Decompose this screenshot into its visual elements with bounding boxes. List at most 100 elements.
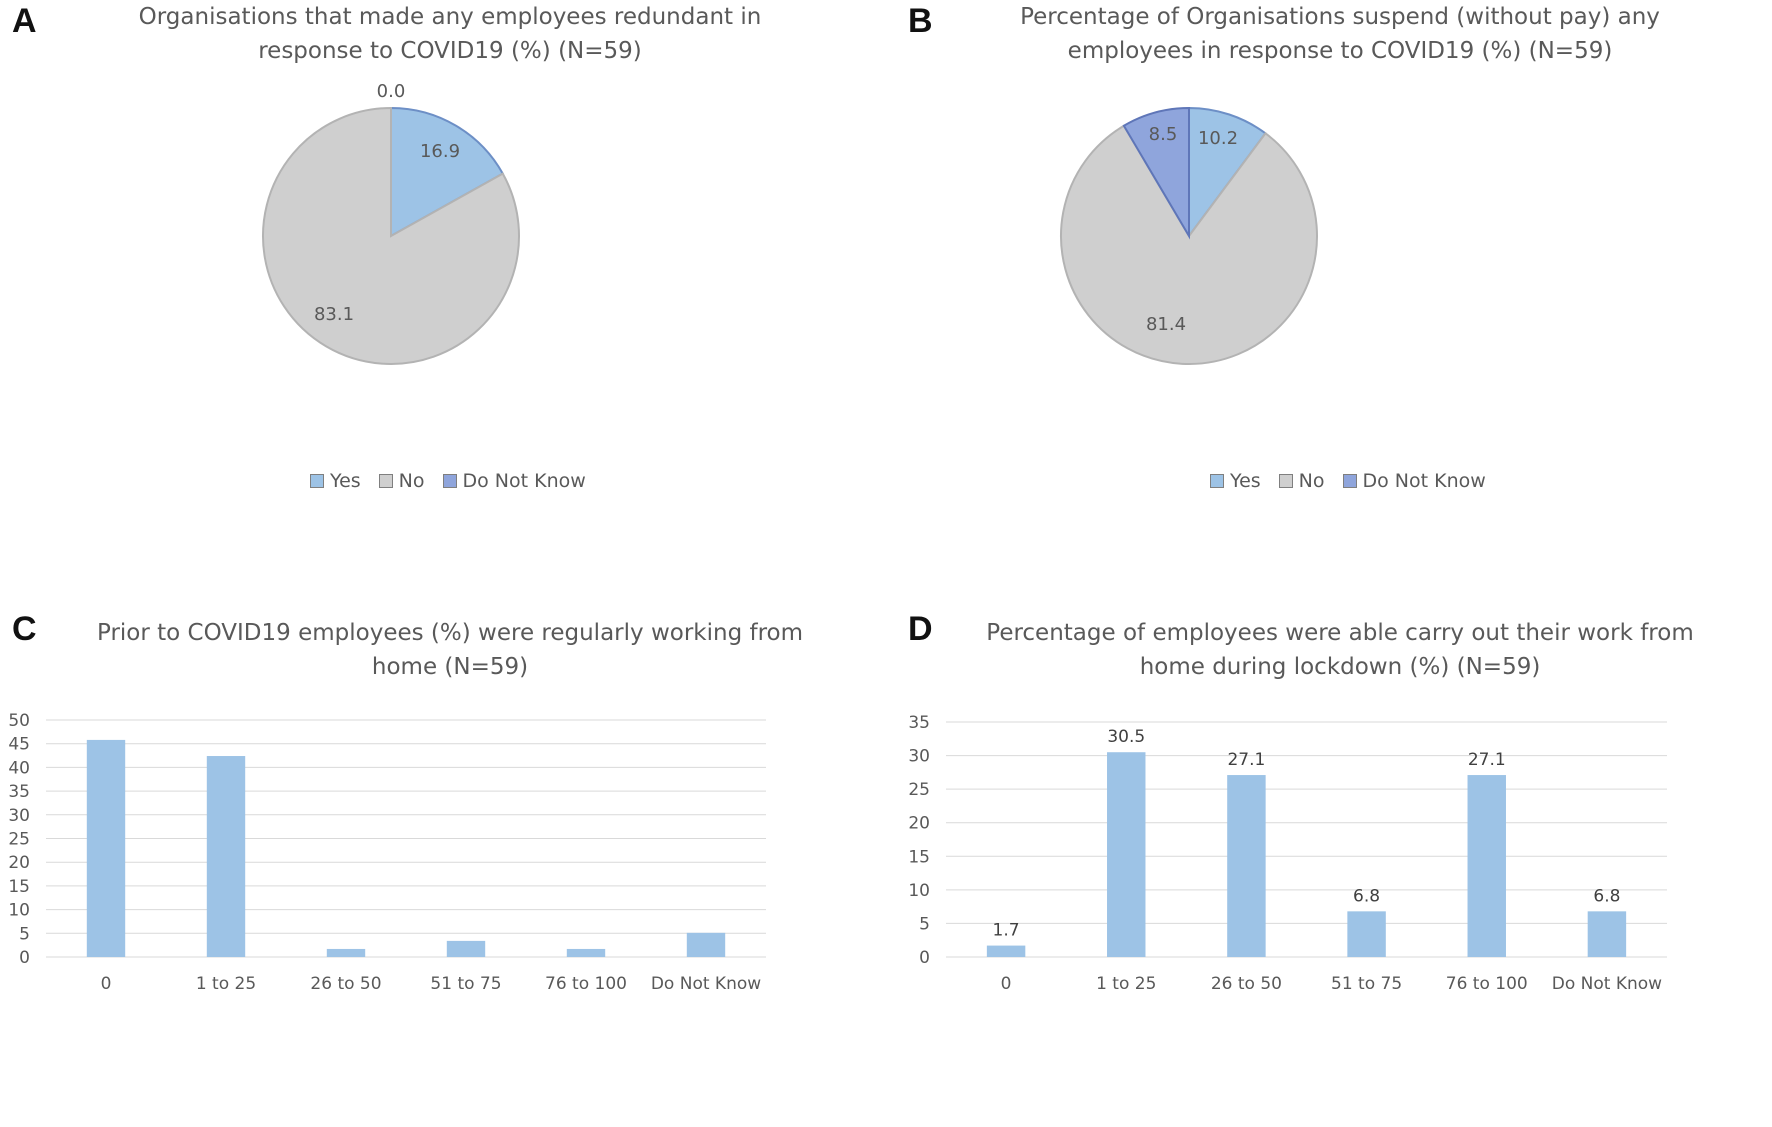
legend-swatch-yes — [310, 474, 324, 488]
chart-title-c-line2: home (N=59) — [371, 654, 529, 680]
legend-item-dnk: Do Not Know — [442, 470, 586, 492]
y-tick-label: 0 — [919, 948, 930, 968]
y-tick-label: 5 — [919, 914, 930, 934]
bar-51-to-75 — [446, 940, 486, 957]
pie-slice-no — [1060, 124, 1318, 365]
legend-label-dnk: Do Not Know — [462, 470, 586, 492]
x-tick-label: 26 to 50 — [310, 974, 381, 994]
panel-letter-c: C — [12, 610, 37, 648]
y-tick-label: 35 — [8, 782, 30, 802]
bar-value-label: 6.8 — [1353, 886, 1380, 906]
bar-0 — [86, 739, 126, 957]
y-tick-label: 25 — [8, 830, 30, 850]
bar-0 — [986, 945, 1026, 957]
pie-value-label-yes: 10.2 — [1198, 128, 1238, 149]
legend-swatch-yes — [1210, 474, 1224, 488]
panel-letter-b: B — [908, 2, 933, 40]
legend-swatch-no — [1278, 474, 1293, 488]
y-tick-label: 10 — [908, 881, 930, 901]
chart-title-b-line1: Percentage of Organisations suspend (wit… — [1020, 4, 1660, 30]
chart-title-a-line1: Organisations that made any employees re… — [138, 4, 762, 30]
bar-76-to-100 — [566, 948, 606, 957]
bar-do-not-know — [686, 932, 726, 957]
pie-slice-no — [262, 106, 520, 365]
x-tick-label: 0 — [1001, 974, 1012, 994]
chart-title-d-line1: Percentage of employees were able carry … — [986, 620, 1694, 646]
x-tick-label: 0 — [101, 974, 112, 994]
x-tick-label: 51 to 75 — [1331, 974, 1402, 994]
bar-76-to-100 — [1467, 775, 1506, 957]
y-tick-label: 0 — [19, 948, 30, 968]
pie-value-label-no: 81.4 — [1146, 314, 1186, 335]
bar-value-label: 1.7 — [993, 921, 1020, 941]
chart-title-a: Organisations that made any employees re… — [60, 0, 840, 68]
chart-title-d: Percentage of employees were able carry … — [950, 616, 1730, 684]
legend-swatch-no — [378, 474, 393, 488]
y-tick-label: 15 — [8, 877, 30, 897]
legend-label-no: No — [1298, 470, 1325, 492]
bar-51-to-75 — [1347, 911, 1386, 957]
legend-swatch-dnk — [1342, 474, 1357, 488]
legend-swatch-dnk — [442, 474, 457, 488]
bar-chart-c: 0 5 10 15 20 25 30 35 40 45 50 0 1 to 25 26 to 50 51 t… — [8, 711, 766, 994]
bar-do-not-know — [1587, 911, 1627, 957]
y-tick-label: 30 — [8, 806, 30, 826]
legend-label-yes: Yes — [1230, 470, 1261, 492]
y-tick-label: 25 — [908, 780, 930, 800]
x-tick-label: Do Not Know — [651, 974, 761, 994]
bar-1-to-25 — [1107, 752, 1146, 957]
y-tick-label: 5 — [19, 924, 30, 944]
legend-label-yes: Yes — [330, 470, 361, 492]
pie-slice-yes — [390, 106, 505, 238]
legend-item-no: No — [1278, 470, 1325, 492]
chart-title-c-line1: Prior to COVID19 employees (%) were regu… — [96, 620, 803, 646]
pie-value-label-yes: 16.9 — [420, 141, 460, 162]
legend-a: Yes No Do Not Know — [310, 470, 586, 492]
x-tick-label: 51 to 75 — [430, 974, 501, 994]
x-tick-label: Do Not Know — [1552, 974, 1662, 994]
y-tick-label: 40 — [8, 758, 30, 778]
x-tick-label: 76 to 100 — [1446, 974, 1528, 994]
legend-label-no: No — [398, 470, 425, 492]
y-tick-label: 30 — [908, 747, 930, 767]
chart-title-b: Percentage of Organisations suspend (wit… — [950, 0, 1730, 68]
legend-b: Yes No Do Not Know — [1210, 470, 1486, 492]
pie-slice-yes — [1188, 106, 1267, 240]
bar-chart-d: 0 5 10 15 20 25 30 35 0 1.7 1 to 25 30.5 26 to 50 27.… — [908, 713, 1667, 994]
x-tick-label: 76 to 100 — [545, 974, 627, 994]
bar-value-label: 27.1 — [1468, 750, 1506, 770]
pie-slice-do-not-know — [1122, 106, 1190, 240]
x-tick-label: 1 to 25 — [196, 974, 256, 994]
y-tick-label: 50 — [8, 711, 30, 731]
bar-26-to-50 — [1227, 775, 1266, 957]
y-tick-label: 20 — [908, 814, 930, 834]
y-tick-label: 45 — [8, 735, 30, 755]
y-tick-label: 20 — [8, 853, 30, 873]
legend-label-dnk: Do Not Know — [1362, 470, 1486, 492]
legend-item-dnk: Do Not Know — [1342, 470, 1486, 492]
panel-letter-a: A — [12, 2, 37, 40]
bar-1-to-25 — [206, 756, 246, 957]
bar-26-to-50 — [326, 948, 366, 957]
chart-title-a-line2: response to COVID19 (%) (N=59) — [258, 38, 642, 64]
y-tick-label: 35 — [908, 713, 930, 733]
chart-title-c: Prior to COVID19 employees (%) were regu… — [60, 616, 840, 684]
pie-value-label-do-not-know: 8.5 — [1149, 124, 1178, 145]
chart-title-d-line2: home during lockdown (%) (N=59) — [1139, 654, 1541, 680]
x-tick-label: 26 to 50 — [1211, 974, 1282, 994]
x-tick-label: 1 to 25 — [1096, 974, 1156, 994]
legend-item-yes: Yes — [310, 470, 361, 492]
pie-value-label-do-not-know: 0.0 — [377, 81, 406, 102]
y-tick-label: 10 — [8, 901, 30, 921]
pie-value-label-no: 83.1 — [314, 304, 354, 325]
bar-value-label: 6.8 — [1593, 886, 1620, 906]
legend-item-no: No — [378, 470, 425, 492]
chart-title-b-line2: employees in response to COVID19 (%) (N=… — [1067, 38, 1613, 64]
y-tick-label: 15 — [908, 847, 930, 867]
legend-item-yes: Yes — [1210, 470, 1261, 492]
pie-chart-a: 16.9 83.1 0.0 — [262, 81, 520, 365]
pie-chart-b: 10.2 81.4 8.5 — [1060, 106, 1318, 365]
panel-letter-d: D — [908, 610, 933, 648]
bar-value-label: 27.1 — [1227, 750, 1265, 770]
bar-value-label: 30.5 — [1107, 727, 1145, 747]
